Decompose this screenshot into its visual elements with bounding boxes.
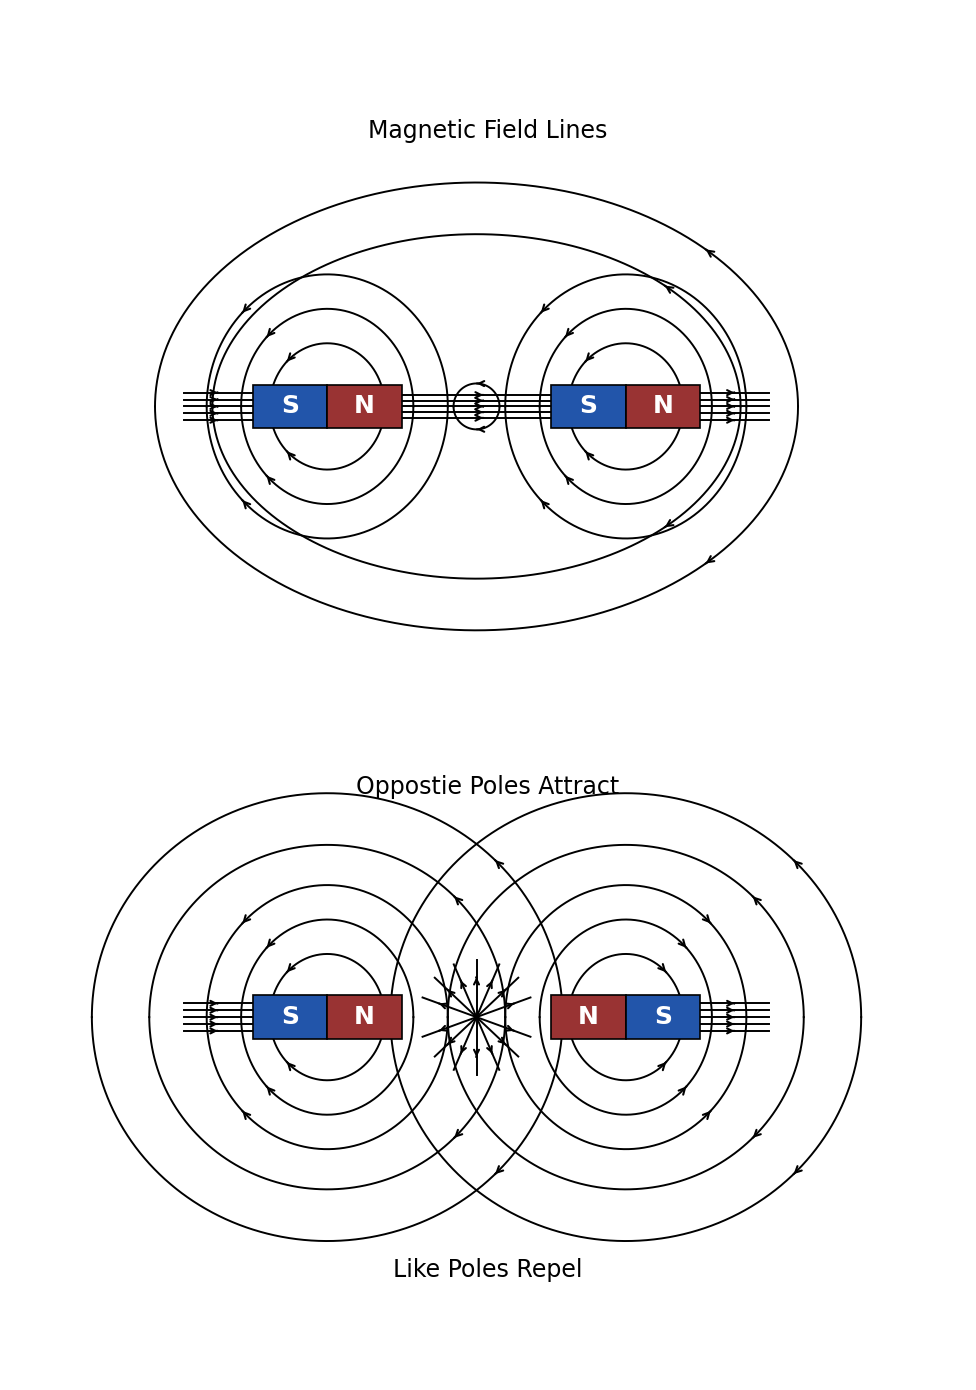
Bar (253, 995, 327, 1038)
Text: alamy: alamy (49, 1352, 114, 1372)
Text: Oppostie Poles Attract: Oppostie Poles Attract (356, 776, 620, 799)
Bar (327, 385, 402, 428)
Text: Magnetic Field Lines: Magnetic Field Lines (368, 120, 608, 143)
Text: N: N (354, 395, 375, 418)
Bar (551, 385, 626, 428)
Text: S: S (281, 395, 299, 418)
Bar (626, 385, 701, 428)
Text: N: N (653, 395, 673, 418)
Text: Image ID: G156MK: Image ID: G156MK (683, 1351, 787, 1362)
Text: Like Poles Repel: Like Poles Repel (393, 1258, 583, 1282)
Text: S: S (580, 395, 597, 418)
Bar (551, 995, 626, 1038)
Text: www.alamy.com: www.alamy.com (683, 1369, 796, 1383)
Bar (253, 385, 327, 428)
Bar (626, 995, 701, 1038)
Text: S: S (654, 1005, 672, 1029)
Text: N: N (354, 1005, 375, 1029)
Bar (327, 995, 402, 1038)
Text: N: N (578, 1005, 599, 1029)
Text: S: S (281, 1005, 299, 1029)
